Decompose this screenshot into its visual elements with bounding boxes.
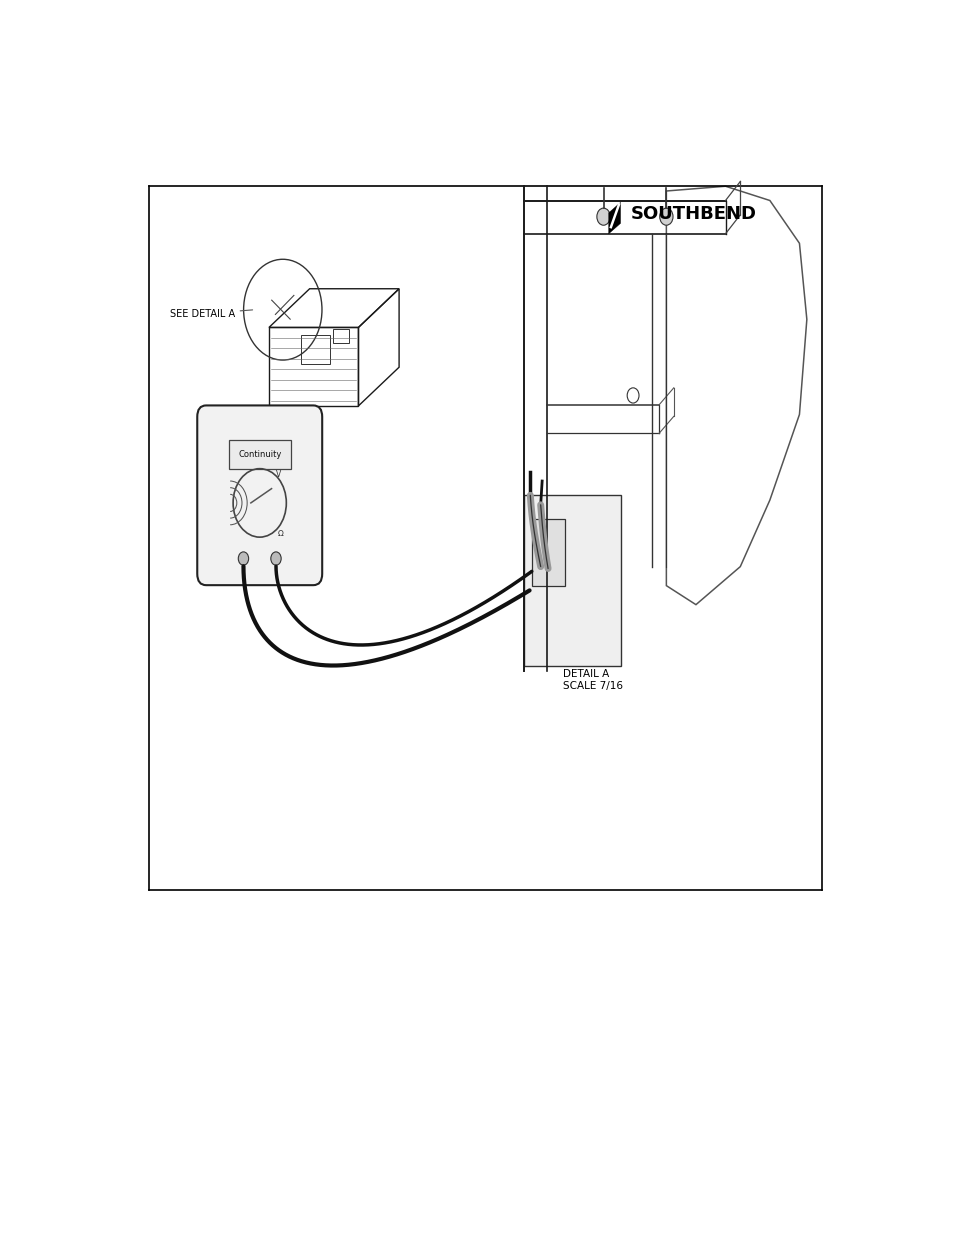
Text: SEE DETAIL A: SEE DETAIL A bbox=[170, 309, 253, 319]
Circle shape bbox=[271, 552, 281, 566]
Bar bbox=[531, 519, 564, 585]
Text: Ω: Ω bbox=[277, 529, 283, 537]
Circle shape bbox=[659, 209, 672, 225]
Text: V: V bbox=[276, 469, 281, 479]
Bar bbox=[301, 335, 330, 364]
Text: SOUTHBEND: SOUTHBEND bbox=[630, 205, 756, 222]
Polygon shape bbox=[608, 203, 619, 233]
Text: DETAIL A
SCALE 7/16: DETAIL A SCALE 7/16 bbox=[562, 669, 622, 690]
Bar bbox=[524, 495, 619, 667]
Circle shape bbox=[238, 552, 249, 566]
Bar bbox=[333, 329, 349, 343]
Text: Continuity: Continuity bbox=[238, 450, 281, 459]
FancyBboxPatch shape bbox=[197, 405, 322, 585]
Circle shape bbox=[597, 209, 610, 225]
Bar bbox=[229, 440, 291, 468]
